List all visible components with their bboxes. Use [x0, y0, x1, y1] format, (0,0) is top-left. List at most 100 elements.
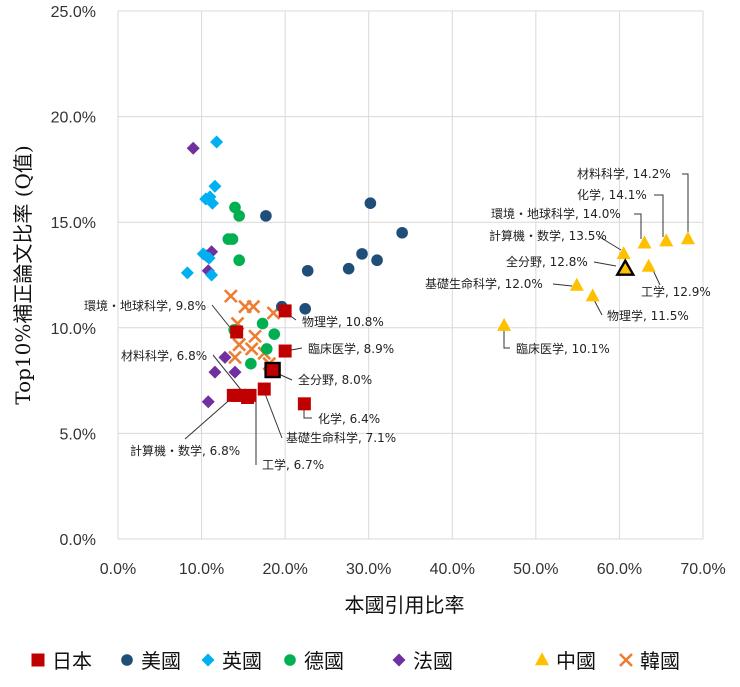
- point-china: [659, 233, 674, 247]
- legend: 日本 美國 英國 德國 法國 中國 韓國: [31, 649, 680, 673]
- point-japan: [232, 388, 246, 402]
- point-china: [497, 317, 512, 331]
- point-japan: [297, 397, 311, 411]
- legend-item-japan: 日本: [31, 649, 92, 673]
- y-tick-label: 25.0%: [51, 4, 96, 21]
- annotation-label: 全分野, 12.8%: [506, 254, 588, 269]
- point-germany: [226, 233, 239, 245]
- annotation-leader: [682, 173, 689, 235]
- legend-marker: [284, 654, 296, 666]
- point-usa: [260, 210, 272, 222]
- annotation-leader: [211, 304, 233, 331]
- point-usa: [364, 197, 377, 209]
- point-highlight-china: [615, 258, 636, 276]
- x-tick-label: 50.0%: [513, 561, 558, 578]
- legend-marker: [201, 653, 215, 667]
- point-china: [680, 231, 695, 245]
- legend-label: 美國: [141, 649, 181, 673]
- legend-marker: [121, 654, 133, 666]
- x-axis-title: 本國引用比率: [345, 593, 465, 617]
- point-korea: [244, 342, 259, 356]
- legend-marker: [619, 653, 633, 667]
- point-korea: [248, 329, 262, 344]
- legend-marker: [31, 653, 45, 667]
- y-tick-label: 10.0%: [51, 321, 96, 338]
- legend-item-korea: 韓國: [619, 649, 680, 673]
- annotation-label: 計算機・数学, 13.5%: [489, 228, 607, 243]
- annotation-label: 計算機・数学, 6.8%: [130, 443, 240, 458]
- point-uk: [210, 135, 224, 149]
- x-tick-label: 0.0%: [100, 561, 136, 578]
- point-france: [186, 141, 200, 155]
- point-highlight-japan: [264, 361, 281, 379]
- annotation-label: 材料科学, 6.8%: [121, 348, 207, 363]
- point-china: [585, 288, 600, 302]
- annotation-label: 工学, 6.7%: [262, 457, 324, 472]
- point-china: [637, 235, 652, 249]
- point-china: [569, 277, 584, 291]
- legend-marker: [535, 652, 549, 666]
- point-uk: [205, 196, 219, 210]
- legend-label: 英國: [222, 649, 262, 673]
- point-uk: [205, 268, 219, 282]
- x-tick-label: 20.0%: [262, 561, 307, 578]
- point-korea: [223, 289, 238, 304]
- data-points: [180, 135, 695, 411]
- point-uk: [202, 251, 216, 265]
- legend-marker: [392, 653, 406, 667]
- point-japan: [243, 388, 257, 402]
- point-uk: [180, 266, 194, 280]
- annotation-label: 基礎生命科学, 7.1%: [286, 430, 396, 445]
- legend-item-china: 中國: [535, 649, 596, 673]
- point-usa: [342, 262, 355, 275]
- annotation-label: 基礎生命科学, 12.0%: [425, 276, 543, 291]
- x-tick-label: 40.0%: [430, 561, 475, 578]
- y-axis-title: Top10%補正論文比率 (Q值): [11, 145, 35, 404]
- y-tick-label: 20.0%: [51, 110, 96, 127]
- point-usa: [299, 302, 312, 315]
- annotation-leader: [248, 397, 257, 465]
- annotations: 環境・地球科学, 9.8% 物理学, 10.8% 臨床医学, 8.9% 材料科学, 6…: [84, 166, 711, 472]
- annotation-label: 工学, 12.9%: [641, 284, 711, 299]
- point-germany: [268, 328, 281, 340]
- point-china: [641, 258, 656, 272]
- legend-item-uk: 英國: [201, 649, 262, 673]
- point-france: [218, 350, 232, 364]
- y-tick-label: 15.0%: [51, 215, 96, 232]
- point-usa: [301, 264, 314, 277]
- tick-labels: 0.0% 10.0% 20.0% 30.0% 40.0% 50.0% 60.0% 70.0% 0…: [51, 4, 726, 578]
- annotation-leader: [184, 395, 235, 440]
- x-tick-label: 30.0%: [346, 561, 391, 578]
- annotation-label: 臨床医学, 8.9%: [308, 341, 394, 356]
- annotation-label: 全分野, 8.0%: [298, 372, 372, 387]
- legend-label: 中國: [556, 649, 596, 673]
- annotation-label: 物理学, 11.5%: [607, 308, 689, 323]
- x-tick-label: 70.0%: [680, 561, 725, 578]
- annotation-leader: [503, 329, 510, 349]
- point-japan: [278, 344, 292, 358]
- x-tick-label: 60.0%: [597, 561, 642, 578]
- annotation-label: 材料科学, 14.2%: [577, 166, 671, 181]
- point-france: [228, 365, 242, 379]
- annotation-label: 環境・地球科学, 14.0%: [491, 206, 621, 221]
- y-tick-label: 5.0%: [60, 426, 96, 443]
- annotation-label: 環境・地球科学, 9.8%: [84, 298, 206, 313]
- annotation-leader: [593, 261, 617, 267]
- point-germany: [233, 254, 245, 267]
- annotation-label: 化学, 6.4%: [318, 411, 380, 426]
- legend-label: 韓國: [640, 649, 680, 673]
- legend-label: 德國: [304, 649, 344, 673]
- legend-item-usa: 美國: [121, 649, 181, 673]
- y-tick-label: 0.0%: [60, 532, 96, 549]
- point-france: [208, 365, 222, 379]
- annotation-leader: [552, 283, 573, 287]
- legend-label: 法國: [413, 649, 453, 673]
- x-tick-label: 10.0%: [179, 561, 224, 578]
- legend-item-germany: 德國: [284, 649, 344, 673]
- annotation-leader: [634, 213, 642, 239]
- point-japan: [257, 382, 271, 396]
- point-korea: [228, 350, 242, 365]
- annotation-label: 物理学, 10.8%: [302, 314, 384, 329]
- point-germany: [260, 343, 273, 355]
